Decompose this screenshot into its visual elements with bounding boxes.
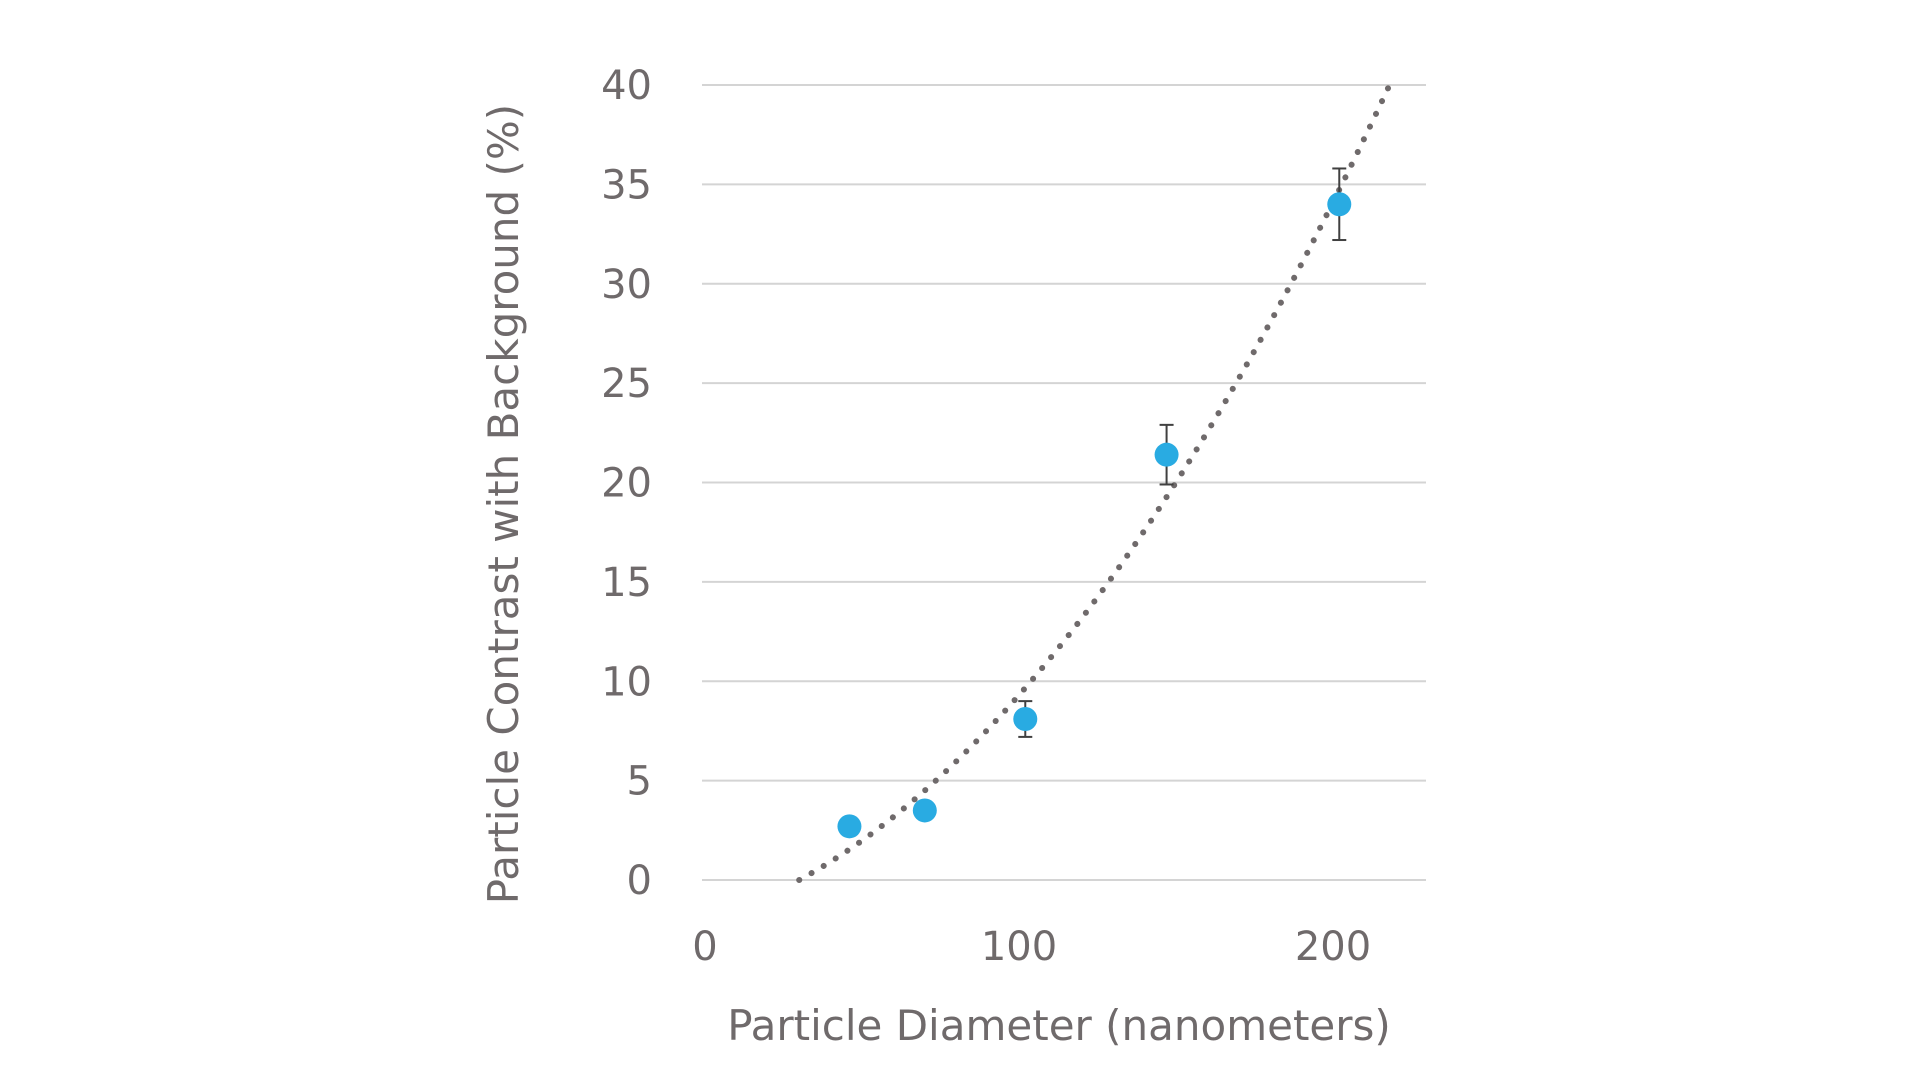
y-axis-ticks: 0 5 10 15 20 25 30 35 40: [601, 63, 652, 904]
y-tick-label: 5: [627, 759, 652, 805]
x-axis-ticks: 0 100 200: [692, 924, 1371, 970]
error-bars: [1018, 167, 1347, 738]
y-tick-label: 25: [601, 361, 652, 407]
data-point: [912, 798, 937, 823]
data-point: [1327, 192, 1352, 217]
trendline: [796, 82, 1393, 883]
grid: [702, 84, 1426, 881]
data-point: [837, 814, 862, 839]
data-point: [1013, 707, 1038, 732]
y-tick-label: 40: [601, 63, 652, 109]
data-points: [837, 192, 1352, 839]
y-tick-label: 10: [601, 659, 652, 705]
y-axis-title: Particle Contrast with Background (%): [479, 104, 528, 904]
data-point: [1154, 442, 1179, 467]
y-tick-label: 15: [601, 560, 652, 606]
y-tick-label: 20: [601, 461, 652, 507]
x-tick-label: 0: [692, 924, 717, 970]
y-tick-label: 0: [627, 858, 652, 904]
x-tick-label: 200: [1295, 924, 1371, 970]
y-tick-label: 30: [601, 262, 652, 308]
x-axis-title: Particle Diameter (nanometers): [727, 1001, 1391, 1050]
x-tick-label: 100: [981, 924, 1057, 970]
y-tick-label: 35: [601, 162, 652, 208]
